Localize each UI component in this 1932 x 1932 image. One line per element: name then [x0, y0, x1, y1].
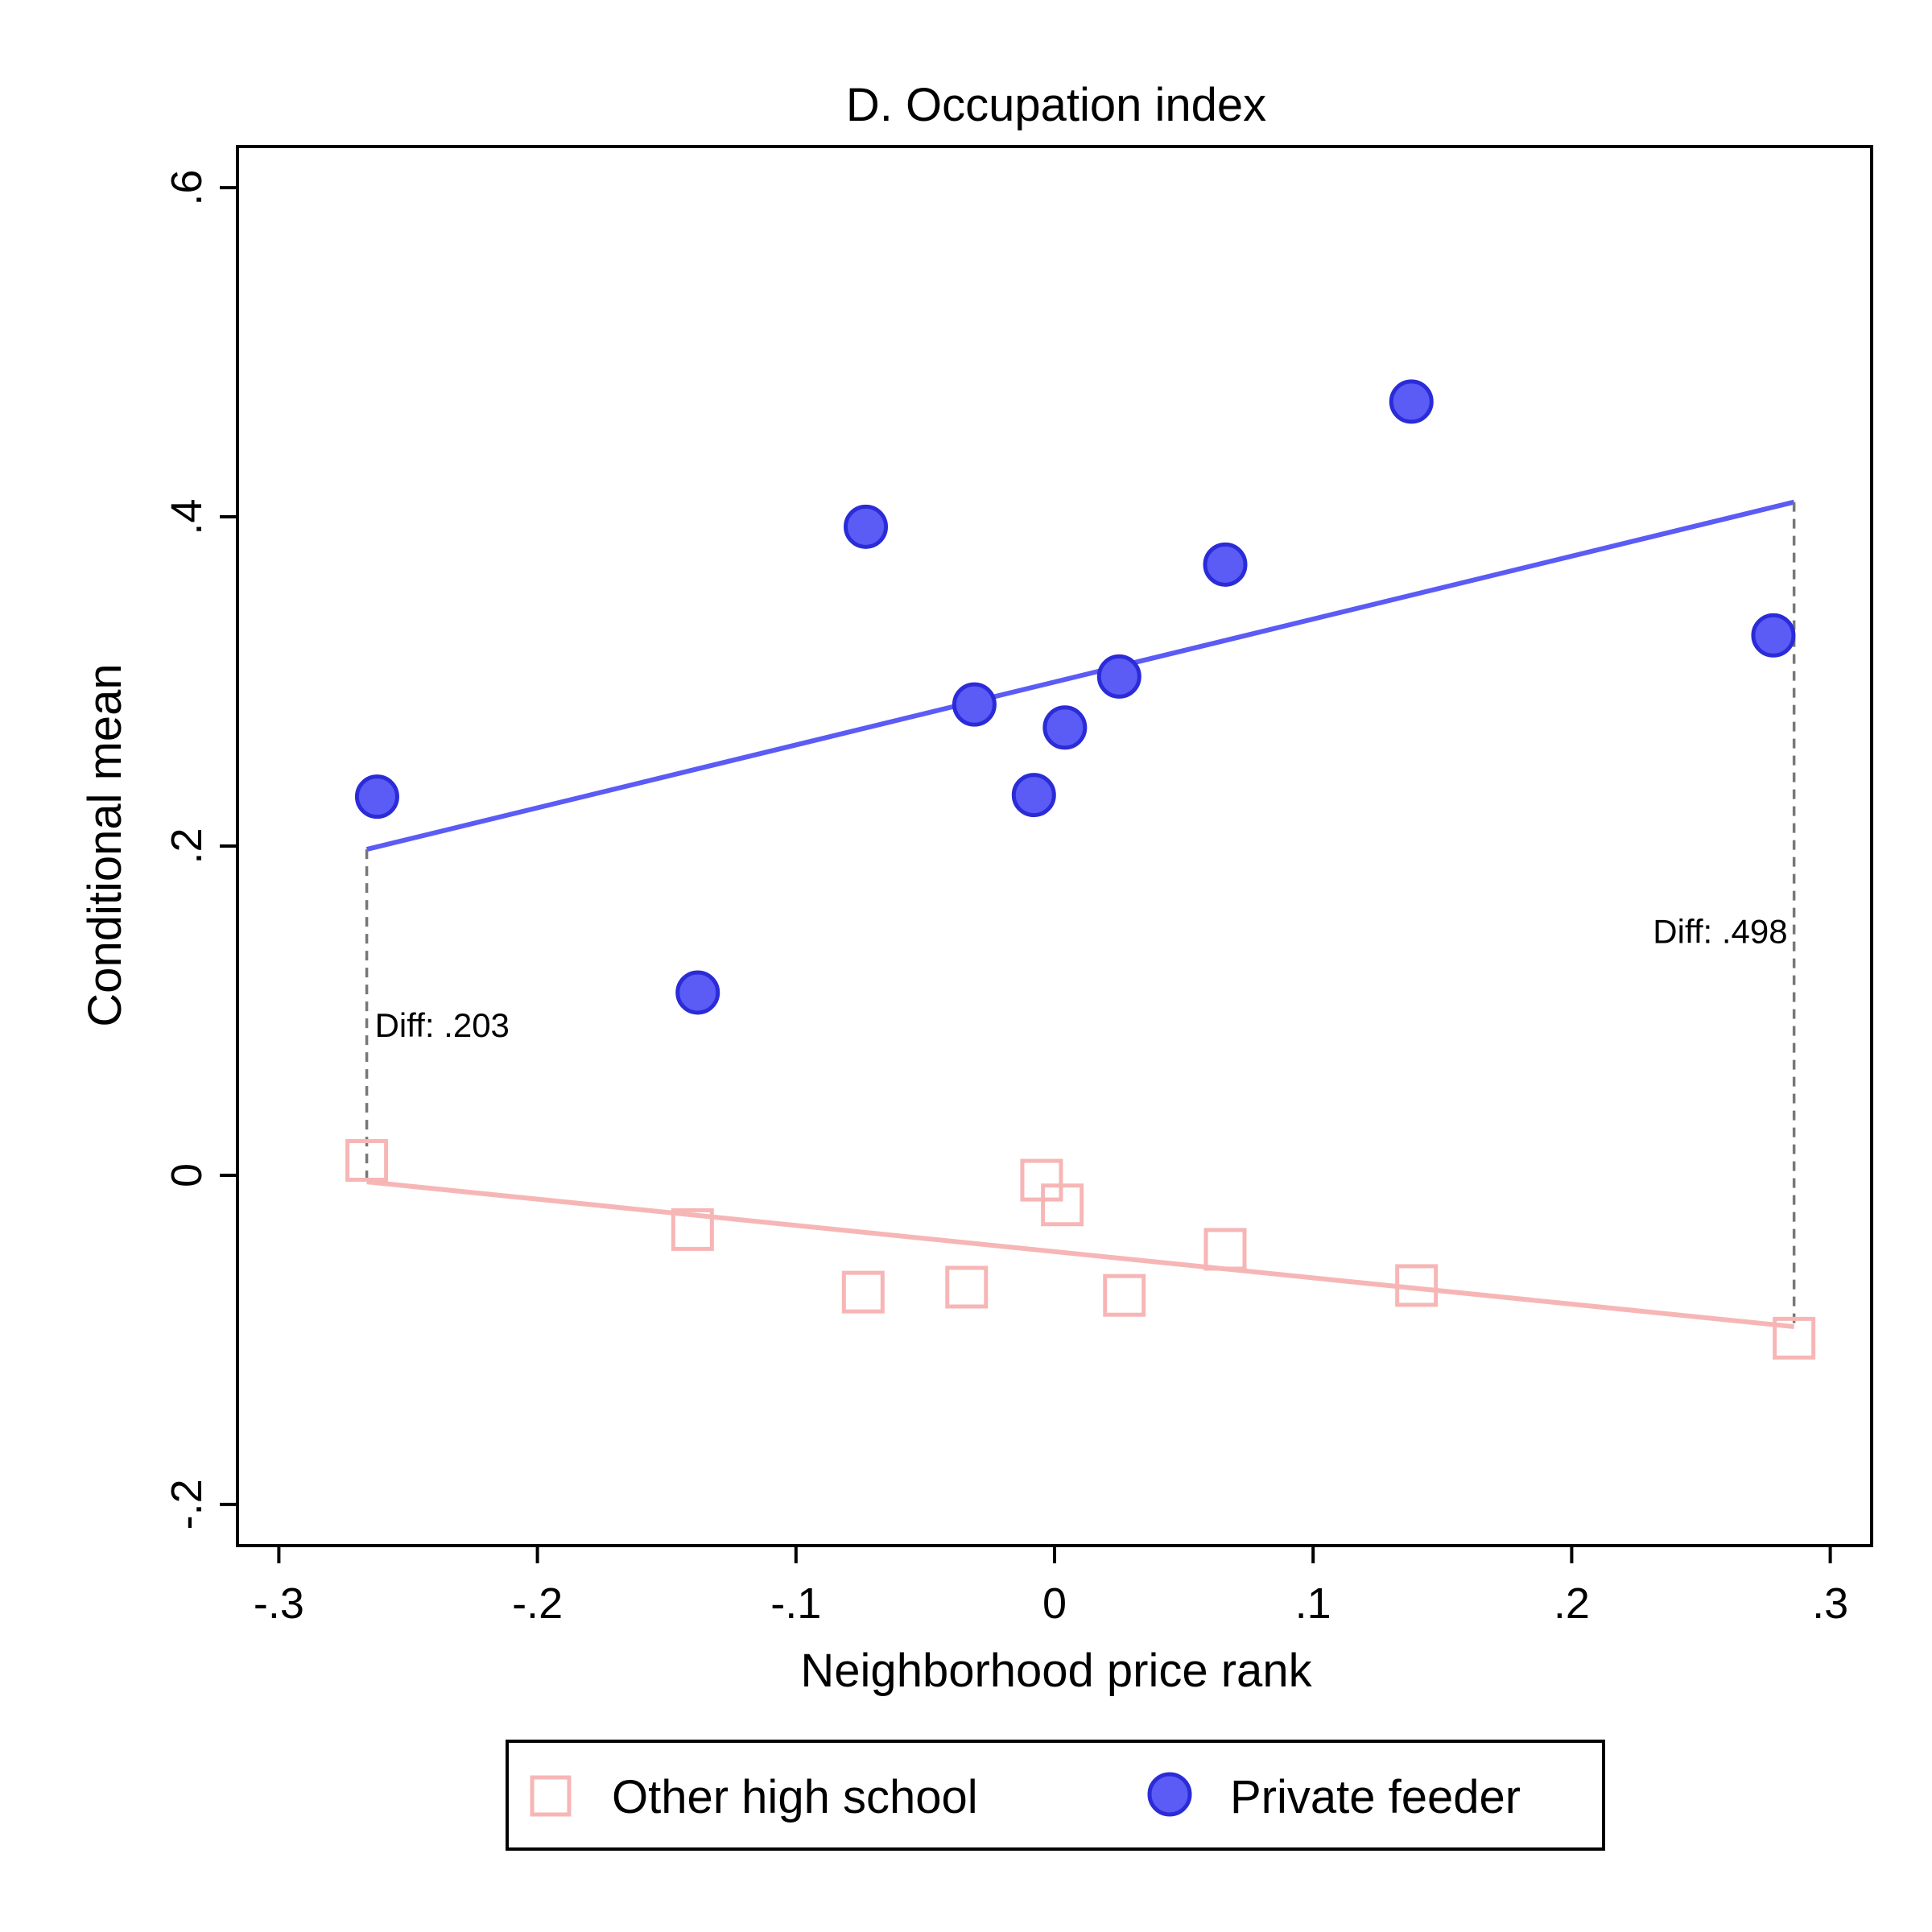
y-tick-label: .4: [163, 499, 211, 535]
x-tick-label: .3: [1812, 1579, 1848, 1628]
plot-area: -.3 -.2 -.1 0 .1 .2 .3 -.2 0 .2 .4 .6 Diff: .203 Diff…: [163, 145, 1873, 1628]
data-point-private-feeder: [675, 970, 720, 1015]
data-point-private-feeder: [1751, 613, 1796, 658]
data-point-private-feeder: [952, 682, 997, 727]
data-point-other-high-school: [345, 1139, 389, 1183]
x-tick-label: .1: [1295, 1579, 1331, 1628]
x-tick-label: -.3: [254, 1579, 304, 1628]
diff-annotation: Diff: .203: [375, 1006, 510, 1044]
legend-marker-private-feeder: [1147, 1772, 1192, 1817]
data-point-other-high-school: [1773, 1316, 1816, 1360]
legend-box: [506, 1740, 1605, 1851]
y-tick-label: -.2: [163, 1479, 211, 1530]
x-axis-label: Neighborhood price rank: [800, 1645, 1312, 1697]
data-point-other-high-school: [841, 1270, 885, 1314]
data-point-private-feeder: [1042, 705, 1088, 750]
diff-annotation: Diff: .498: [1653, 913, 1787, 951]
data-point-private-feeder: [1389, 379, 1434, 424]
data-point-other-high-school: [1041, 1183, 1084, 1227]
y-tick-label: .2: [163, 828, 211, 864]
data-point-other-high-school: [1395, 1264, 1439, 1307]
fit-line-private-feeder: [365, 499, 1795, 852]
legend-label-other-high-school: Other high school: [612, 1771, 978, 1823]
x-tick-label: -.1: [770, 1579, 821, 1628]
legend-marker-other-high-school: [530, 1775, 572, 1817]
x-tick-label: 0: [1042, 1579, 1067, 1628]
data-point-private-feeder: [1203, 542, 1248, 587]
plot-frame: [236, 145, 1873, 1547]
x-tick-label: .2: [1554, 1579, 1590, 1628]
x-tick-label: -.2: [512, 1579, 563, 1628]
y-tick-label: 0: [163, 1163, 211, 1187]
data-point-private-feeder: [1096, 654, 1141, 699]
data-point-other-high-school: [1103, 1274, 1146, 1317]
data-point-private-feeder: [1011, 773, 1056, 818]
data-point-private-feeder: [844, 504, 889, 549]
data-point-other-high-school: [1203, 1228, 1247, 1271]
data-point-other-high-school: [671, 1208, 714, 1251]
chart-title: D. Occupation index: [846, 79, 1266, 131]
data-point-other-high-school: [945, 1265, 989, 1309]
y-tick-label: .6: [163, 170, 211, 206]
legend: Other high school Private feeder: [506, 1740, 1605, 1851]
fit-line-other-high-school: [366, 1179, 1794, 1330]
legend-label-private-feeder: Private feeder: [1230, 1771, 1521, 1823]
data-point-private-feeder: [354, 774, 399, 819]
y-axis-label: Conditional mean: [79, 663, 131, 1026]
